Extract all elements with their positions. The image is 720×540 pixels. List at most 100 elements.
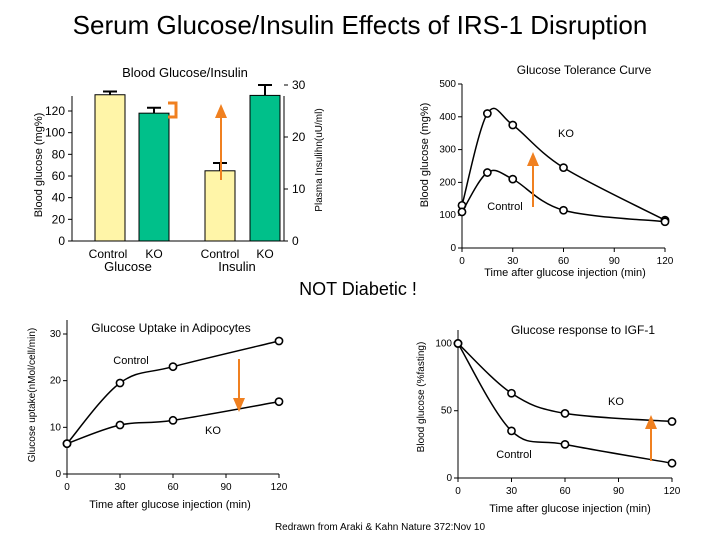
gtt-point-control [559,205,568,215]
uptake-y-tick-label: 20 [50,376,62,387]
igf1-y-tick-label: 0 [446,473,452,484]
glucose-tolerance-panel: Glucose Tolerance Curve Blood glucose (m… [419,63,674,279]
igf1-point-control [667,458,677,468]
igf1-series-label-ko: KO [608,396,624,408]
bar-chart-left-axis-label: Blood glucose (mg%) [33,113,45,218]
gtt-xlabel: Time after glucose injection (min) [484,267,646,279]
gtt-y-tick-label: 0 [450,243,456,254]
uptake-series-line-control [66,340,280,445]
uptake-title: Glucose Uptake in Adipocytes [91,321,250,335]
gtt-point-ko [482,109,492,118]
igf1-ylabel: Blood glucose (%fasting) [416,342,427,453]
gtt-point-control [482,168,492,177]
bar-left-tick-label: 100 [45,126,65,140]
bar-right-tick-label: 0 [292,234,299,248]
slide-title: Serum Glucose/Insulin Effects of IRS-1 D… [73,10,648,40]
uptake-point-ko [274,397,284,407]
igf1-point-ko [667,417,677,426]
igf1-point-control [453,339,463,348]
bar-left-tick-label: 60 [52,169,66,183]
gtt-y-tick-label: 400 [439,112,456,123]
gtt-ylabel: Blood glucose (mg%) [419,103,431,208]
uptake-series-label-control: Control [113,355,148,367]
bar-chart-right-axis-label: Plasma Insulihn(uU/ml) [314,108,325,211]
igf1-point-ko [560,409,570,418]
uptake-x-tick-label: 120 [271,482,288,493]
gtt-x-tick-label: 30 [507,256,519,267]
igf1-y-tick-label: 100 [435,338,452,349]
gtt-y-tick-label: 200 [439,177,456,188]
bar-group-name-glucose: Glucose [104,259,152,274]
gtt-title: Glucose Tolerance Curve [517,63,652,77]
uptake-x-tick-label: 0 [64,482,70,493]
igf1-title: Glucose response to IGF-1 [511,323,655,337]
bar-right-tick-label: 10 [292,182,306,196]
uptake-y-tick-label: 30 [50,329,62,340]
uptake-xlabel: Time after glucose injection (min) [89,499,251,511]
gtt-x-tick-label: 60 [558,256,570,267]
igf1-arrow-head [645,415,657,429]
uptake-point-control [168,362,178,372]
bar-left-tick-label: 0 [58,234,65,248]
bar-chart-panel: Blood Glucose/Insulin Blood glucose (mg%… [33,65,325,274]
igf1-x-tick-label: 0 [455,486,461,497]
igf1-series-line-ko [457,342,673,423]
gtt-point-ko [508,120,518,130]
igf1-x-tick-label: 120 [664,486,681,497]
bar-insulin-ko [249,94,281,242]
gtt-y-tick-label: 100 [439,210,456,221]
bar-glucose-ko [138,112,170,242]
uptake-y-tick-label: 10 [50,422,62,433]
bar-left-tick-label: 80 [52,147,66,161]
igf1-xlabel: Time after glucose injection (min) [489,503,651,515]
uptake-x-tick-label: 90 [220,482,232,493]
bar-group-name-insulin: Insulin [218,259,256,274]
igf1-series-label-control: Control [496,449,531,461]
uptake-x-tick-label: 60 [167,482,179,493]
uptake-point-control [115,378,125,388]
bar-right-tick-label: 20 [292,130,306,144]
insulin-increase-arrow-head [215,104,227,118]
annotation-not-diabetic: NOT Diabetic ! [299,279,417,299]
bar-group-label-glucose-ko: KO [145,247,162,261]
gtt-point-control [660,217,670,227]
igf1-series-line-control [457,343,673,464]
bar-left-tick-label: 120 [45,104,65,118]
igf1-response-panel: Glucose response to IGF-1 Blood glucose … [416,323,681,515]
citation: Redrawn from Araki & Kahn Nature 372:Nov… [275,522,486,533]
gtt-x-tick-label: 0 [459,256,465,267]
uptake-point-ko [62,439,72,449]
uptake-ylabel: Glucose uptake(nMol/cell/min) [27,328,38,463]
gtt-x-tick-label: 120 [657,256,674,267]
comparison-bracket [168,101,178,119]
igf1-x-tick-label: 30 [506,486,518,497]
gtt-x-tick-label: 90 [609,256,621,267]
uptake-series-line-ko [66,400,280,445]
uptake-y-tick-label: 0 [55,469,61,480]
gtt-point-ko [559,163,568,173]
gtt-point-control [457,207,467,217]
uptake-point-control [274,336,284,346]
bar-left-tick-label: 40 [52,191,66,205]
uptake-point-ko [115,420,125,430]
bar-group-label-insulin-control: Control [201,247,240,261]
bar-right-tick-label: 30 [292,78,306,92]
bar-group-label-insulin-ko: KO [256,247,273,261]
uptake-arrow-head [233,398,245,412]
igf1-x-tick-label: 60 [559,486,571,497]
uptake-x-tick-label: 30 [114,482,126,493]
bar-group-label-glucose-control: Control [89,247,128,261]
bar-insulin-control [204,170,236,242]
igf1-point-control [560,439,570,449]
gtt-y-tick-label: 300 [439,145,456,156]
uptake-point-ko [168,415,178,425]
bar-glucose-control [94,94,126,242]
igf1-x-tick-label: 90 [613,486,625,497]
adipocyte-uptake-panel: Glucose Uptake in Adipocytes Glucose upt… [27,320,288,511]
gtt-point-control [508,174,518,184]
gtt-arrow-head [527,152,539,166]
bar-chart-title: Blood Glucose/Insulin [122,65,248,80]
igf1-y-tick-label: 50 [441,406,453,417]
igf1-point-ko [507,388,516,398]
